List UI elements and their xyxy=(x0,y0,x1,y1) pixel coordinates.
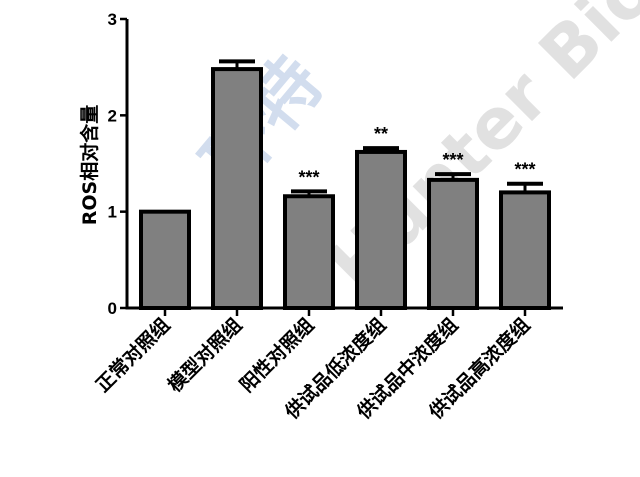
y-tick-label: 1 xyxy=(108,203,117,222)
y-tick-label: 0 xyxy=(108,299,117,318)
bar-3 xyxy=(355,149,407,310)
significance-label: *** xyxy=(442,150,463,170)
y-tick-label: 3 xyxy=(108,10,117,29)
x-tick-label: 正常对照组 xyxy=(91,313,174,396)
bar-4 xyxy=(427,177,479,310)
y-axis-label: ROS相对含量 xyxy=(78,105,101,225)
significance-label: *** xyxy=(514,160,535,180)
significance-label: *** xyxy=(298,167,319,187)
y-tick-label: 2 xyxy=(108,106,117,125)
bar-5 xyxy=(499,190,551,310)
bar-1 xyxy=(211,67,263,310)
significance-label: ** xyxy=(374,124,388,144)
x-tick-label: 模型对照组 xyxy=(163,313,246,396)
bar-0 xyxy=(139,209,191,311)
bar-2 xyxy=(283,194,335,310)
